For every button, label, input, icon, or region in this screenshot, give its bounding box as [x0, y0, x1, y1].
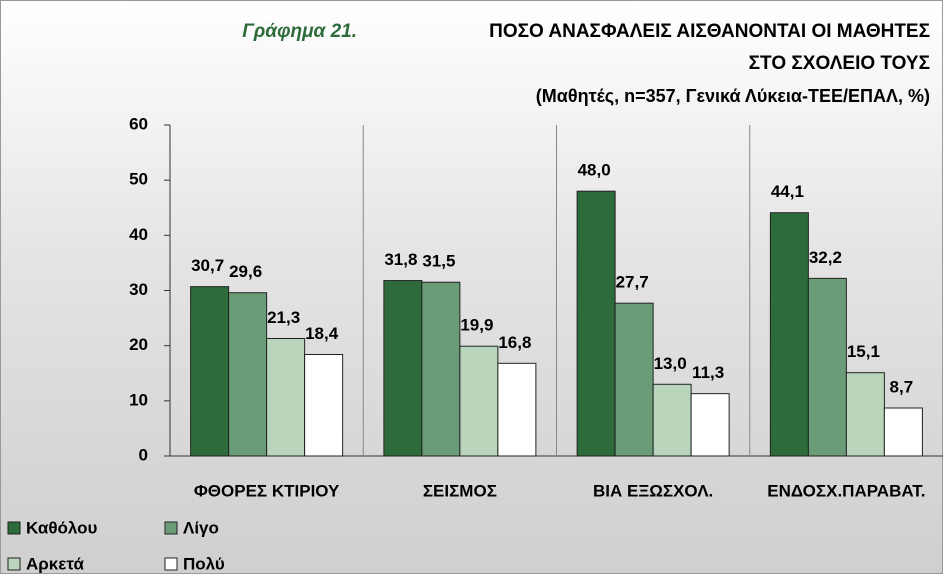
value-label: 48,0: [578, 161, 611, 180]
bar: [614, 302, 654, 457]
figure-label: Γράφημα 21.: [242, 21, 357, 42]
y-tick-label: 30: [129, 280, 148, 299]
x-tick-label: ΦΘΟΡΕΣ ΚΤΙΡΙΟΥ: [194, 481, 340, 500]
value-label: 8,7: [890, 377, 914, 396]
legend-label: Λίγο: [183, 518, 219, 537]
value-label: 29,6: [229, 262, 262, 281]
value-label: 30,7: [191, 256, 224, 275]
chart-title: ΠΟΣΟ ΑΝΑΣΦΑΛΕΙΣ ΑΙΣΘΑΝΟΝΤΑΙ ΟΙ ΜΑΘΗΤΕΣ: [489, 21, 930, 42]
legend-swatch: [164, 557, 178, 571]
legend-swatch: [7, 557, 21, 571]
bar: [421, 281, 461, 457]
value-label: 13,0: [654, 354, 687, 373]
bar: [652, 383, 692, 457]
bar: [266, 337, 306, 457]
bar: [690, 393, 730, 457]
bar: [304, 353, 344, 457]
legend-swatch: [164, 521, 178, 535]
y-tick-label: 10: [129, 390, 148, 409]
y-tick-label: 20: [129, 335, 148, 354]
x-tick-label: ΕΝΔΟΣΧ.ΠΑΡΑΒΑΤ.: [767, 481, 925, 500]
bar: [383, 280, 423, 457]
chart-subtitle: (Μαθητές, n=357, Γενικά Λύκεια-ΤΕΕ/ΕΠΑΛ,…: [536, 86, 930, 106]
legend-label: Αρκετά: [26, 554, 84, 573]
bar: [576, 190, 616, 457]
y-tick-label: 40: [129, 225, 148, 244]
bar: [769, 212, 809, 457]
y-tick-label: 0: [139, 445, 148, 464]
bar: [883, 407, 923, 457]
y-tick-label: 50: [129, 170, 148, 189]
bar: [190, 286, 230, 457]
value-label: 11,3: [692, 363, 724, 382]
chart-title: ΣΤΟ ΣΧΟΛΕΙΟ ΤΟΥΣ: [749, 53, 930, 74]
bar: [459, 345, 499, 457]
legend-swatch: [7, 521, 21, 535]
value-label: 31,8: [384, 250, 417, 269]
value-label: 21,3: [267, 308, 300, 327]
bar: [845, 372, 885, 457]
value-label: 15,1: [847, 342, 880, 361]
value-label: 19,9: [460, 316, 493, 335]
value-label: 32,2: [809, 248, 842, 267]
x-tick-label: ΒΙΑ ΕΞΩΣΧΟΛ.: [593, 481, 713, 500]
value-label: 18,4: [305, 324, 339, 343]
x-tick-label: ΣΕΙΣΜΟΣ: [423, 481, 497, 500]
bar: [497, 362, 537, 457]
legend-label: Πολύ: [183, 554, 225, 573]
bar: [807, 277, 847, 457]
value-label: 27,7: [616, 273, 649, 292]
legend-label: Καθόλου: [26, 518, 98, 537]
value-label: 31,5: [422, 252, 455, 271]
value-label: 16,8: [498, 333, 531, 352]
y-tick-label: 60: [129, 114, 148, 133]
value-label: 44,1: [771, 182, 804, 201]
bar: [228, 292, 268, 457]
